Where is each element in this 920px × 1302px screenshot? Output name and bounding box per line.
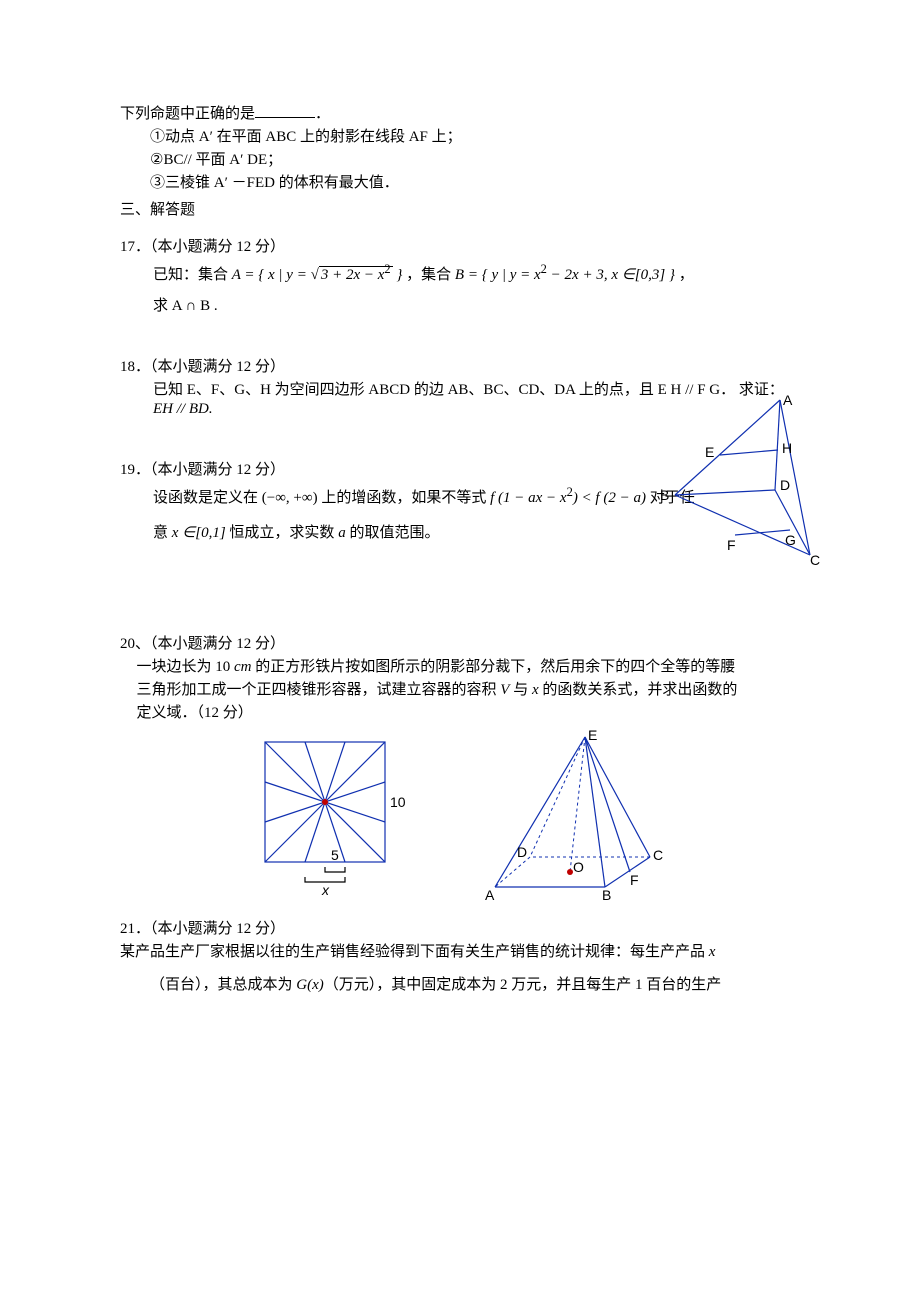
lbl-G: G: [785, 532, 796, 548]
lbl-C: C: [810, 552, 820, 568]
q19-l2c: 的取值范围。: [349, 525, 439, 541]
q17-line1: 已知：集合 A = { x | y = √3 + 2x − x2 } ，集合 B…: [153, 262, 800, 284]
lbl-D: D: [780, 477, 790, 493]
q20-figure-pyramid: E A B C D F O: [475, 732, 675, 907]
intro-l3: ②BC// 平面 A′ DE；: [120, 148, 800, 169]
q20-l2b: 与: [509, 682, 532, 698]
q21-x: x: [709, 944, 716, 960]
blank-fill: [255, 102, 315, 118]
q17-setA-rhs: }: [396, 267, 402, 283]
intro-l4: ③三棱锥 A′ －FED 的体积有最大值．: [120, 171, 800, 192]
q20-l1b: 的正方形铁片按如图所示的阴影部分裁下，然后用余下的四个全等的等腰: [252, 659, 736, 675]
q21-l2c: 万元，并且每生产: [508, 977, 636, 993]
q20-x: x: [532, 682, 539, 698]
q17-setA-lhs: A = { x | y =: [232, 267, 307, 283]
q21-l2b: （万元），其中固定成本为: [324, 977, 500, 993]
lbl-x: x: [321, 882, 330, 898]
intro-l1b: ．: [315, 106, 330, 122]
q21-l1a: 某产品生产厂家根据以往的生产销售经验得到下面有关生产销售的统计规律：每生产产品: [120, 944, 709, 960]
p-B: B: [602, 887, 611, 903]
q17-setB-l: B = { y | y = x: [455, 267, 541, 283]
lbl-10: 10: [390, 794, 406, 810]
lbl-E: E: [705, 444, 714, 460]
q19-l2x: x ∈[0,1]: [172, 525, 226, 541]
q20-l2c: 的函数关系式，并求出函数的: [539, 682, 738, 698]
q17-setB-r: − 2x + 3, x ∈[0,3] }: [547, 267, 675, 283]
intro-l1a: 下列命题中正确的是: [120, 106, 255, 122]
q19-ineq-r: ) < f (2 − a): [573, 490, 646, 506]
q17-setB: B = { y | y = x2 − 2x + 3, x ∈[0,3] }: [455, 267, 679, 283]
lbl-5: 5: [331, 847, 339, 863]
q20-l2: 三角形加工成一个正四棱锥形容器，试建立容器的容积 V 与 x 的函数关系式，并求…: [137, 678, 801, 699]
p-A: A: [485, 887, 495, 903]
q20-l1a: 一块边长为 10: [137, 659, 235, 675]
p-F: F: [630, 872, 639, 888]
p-C: C: [653, 847, 663, 863]
q20-l3: 定义域．（12 分）: [137, 701, 801, 722]
lbl-B: B: [660, 487, 669, 503]
q20-l1: 一块边长为 10 cm 的正方形铁片按如图所示的阴影部分裁下，然后用余下的四个全…: [137, 655, 801, 676]
q21-G: G(x): [296, 977, 323, 993]
q19-ineq: f (1 − ax − x2) < f (2 − a): [490, 490, 650, 506]
q18-figure: A B C D E H F G: [660, 395, 820, 570]
q20-num: 20、（本小题满分 12 分）: [120, 632, 800, 653]
q17-l2: 求 A ∩ B .: [153, 298, 218, 314]
q19-l1a: 设函数是定义在: [153, 490, 262, 506]
q19-l1b: 上的增函数，如果不等式: [321, 490, 490, 506]
q17-num: 17．（本小题满分 12 分）: [120, 235, 800, 256]
p-D: D: [517, 844, 527, 860]
section-3-heading: 三、解答题: [120, 198, 800, 219]
q18-num: 18．（本小题满分 12 分）: [120, 355, 800, 376]
q21-num: 21．（本小题满分 12 分）: [120, 917, 800, 938]
q19-interval: (−∞, +∞): [262, 490, 318, 506]
q17-l1b: ，集合: [406, 267, 455, 283]
lbl-F: F: [727, 537, 736, 553]
q21-2: 2: [500, 977, 508, 993]
q17-l1c: ，: [679, 267, 694, 283]
q19-l2a: 意: [153, 525, 172, 541]
q20-cm: cm: [234, 659, 252, 675]
q21-l1: 某产品生产厂家根据以往的生产销售经验得到下面有关生产销售的统计规律：每生产产品 …: [120, 940, 800, 961]
q20-l2a: 三角形加工成一个正四棱锥形容器，试建立容器的容积: [137, 682, 501, 698]
q21-l2: （百台），其总成本为 G(x)（万元），其中固定成本为 2 万元，并且每生产 1…: [120, 973, 800, 994]
q17-setA-exp: 2: [384, 262, 390, 276]
q20-figure-square: 5 x 10: [245, 732, 415, 907]
lbl-A: A: [783, 392, 793, 408]
q21-l2a: （百台），其总成本为: [150, 977, 296, 993]
p-O: O: [573, 859, 584, 875]
intro-l2: ①动点 A′ 在平面 ABC 上的射影在线段 AF 上；: [120, 125, 800, 146]
q19-l2a-var: a: [338, 525, 346, 541]
q21-l2d: 百台的生产: [643, 977, 722, 993]
q17-setA-rad: 3 + 2x − x: [321, 267, 385, 283]
q17-setA: A = { x | y = √3 + 2x − x2 }: [232, 266, 406, 283]
q17-l1a: 已知：集合: [153, 267, 232, 283]
lbl-H: H: [782, 440, 792, 456]
q19-ineq-l: f (1 − ax − x: [490, 490, 566, 506]
q17-line2: 求 A ∩ B .: [153, 294, 800, 315]
q19-l2b: 恒成立，求实数: [229, 525, 338, 541]
p-E: E: [588, 727, 597, 743]
q21-1: 1: [635, 977, 643, 993]
